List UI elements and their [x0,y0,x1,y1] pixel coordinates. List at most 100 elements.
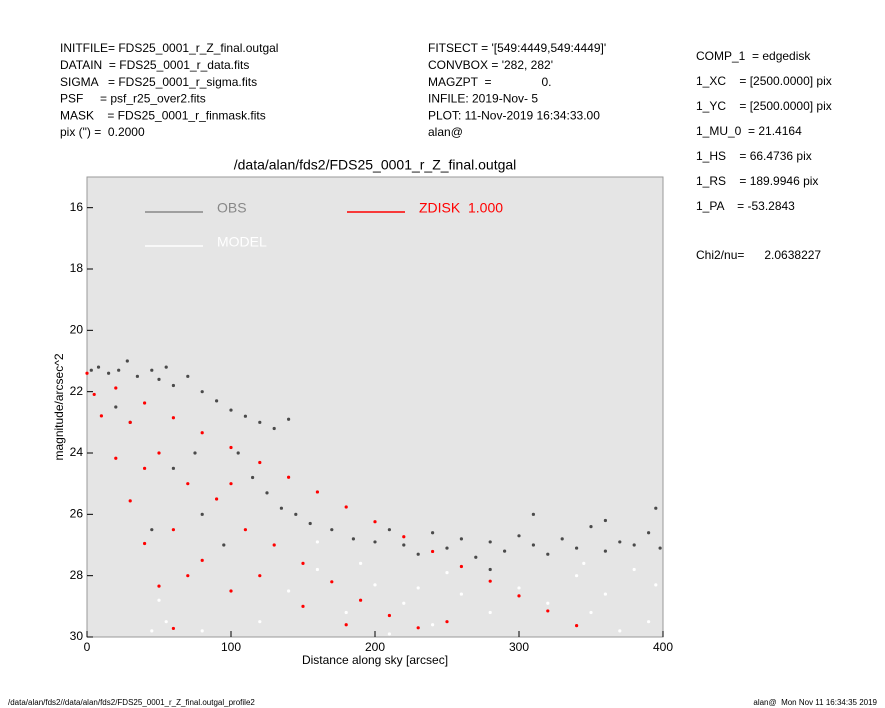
data-point [575,546,579,550]
header-line: alan@ [428,125,463,139]
header-line: MAGZPT = 0. [428,75,551,89]
data-point [143,466,147,470]
parameter: COMP_1 = edgedisk [696,49,811,63]
data-point [171,626,175,631]
parameter: 1_XC = [2500.0000] pix [696,74,832,88]
y-tick-label: 28 [70,568,84,582]
y-axis-label: magnitude/arcsec^2 [52,353,66,460]
data-point [344,505,348,509]
data-point [171,528,175,532]
data-point [503,549,507,553]
parameter: 1_RS = 189.9946 pix [696,174,818,188]
data-point [99,414,103,418]
x-tick-label: 0 [84,640,91,654]
data-point [308,521,312,526]
data-point [618,540,622,544]
x-tick-label: 400 [653,640,673,654]
data-point [632,567,636,572]
y-tick-label: 26 [70,507,84,521]
header-line: SIGMA = FDS25_0001_r_sigma.fits [60,75,257,89]
data-point [107,371,111,375]
data-point [128,420,132,424]
data-point [200,431,204,435]
data-point [236,451,240,455]
data-point [474,555,478,559]
data-point [89,368,93,372]
header-line: PLOT: 11-Nov-2019 16:34:33.00 [428,108,600,122]
data-point [114,456,118,460]
data-point [229,445,233,450]
data-point [125,359,129,363]
y-tick-label: 22 [70,384,84,398]
data-point [258,420,262,424]
header-line: INITFILE= FDS25_0001_r_Z_final.outgal [60,41,278,55]
data-point [279,506,283,510]
data-point [315,490,319,494]
data-point [265,491,269,495]
data-point [654,506,658,510]
y-tick-label: 24 [70,445,84,459]
data-point [531,512,536,516]
data-point [488,540,492,544]
data-point [171,383,175,388]
data-point [387,528,391,532]
data-point [575,574,579,578]
data-point [117,368,121,372]
data-point [272,426,276,431]
x-axis-label: Distance along sky [arcsec] [302,653,448,667]
data-point [575,624,579,628]
data-point [330,580,334,584]
data-point [603,592,608,596]
data-point [373,583,377,587]
data-point [258,574,262,578]
data-point [387,632,391,636]
data-point [301,604,305,608]
data-point [215,497,219,501]
data-point [171,416,175,420]
data-point [157,598,161,602]
data-point [459,564,463,569]
data-point [344,623,348,627]
parameter: 1_YC = [2500.0000] pix [696,99,832,113]
data-point [135,374,139,378]
data-point [272,543,276,547]
x-tick-label: 100 [221,640,241,654]
data-point [301,561,305,566]
data-point [445,546,449,550]
data-point [157,451,161,455]
data-point [258,460,262,465]
data-point [150,368,154,372]
data-point [658,546,662,550]
data-point [222,543,226,547]
data-point [287,589,291,593]
data-point [96,365,101,369]
data-point [229,589,233,593]
data-point [114,386,118,390]
data-point [582,561,586,566]
footer-left: /data/alan/fds2//data/alan/fds2/FDS25_00… [8,698,255,707]
data-point [351,537,355,541]
data-point [416,586,420,590]
data-point [546,552,550,556]
y-tick-label: 30 [70,629,84,643]
data-point [186,374,190,378]
data-point [164,365,168,369]
data-point [402,535,406,539]
data-point [402,601,406,605]
data-point [128,499,132,503]
y-tick-label: 20 [70,323,84,337]
data-point [416,626,420,630]
data-point [186,574,190,578]
data-point [531,543,536,547]
data-point [647,531,651,535]
data-point [359,561,363,566]
data-point [359,598,363,602]
data-point [215,399,219,403]
data-point [330,528,334,532]
data-point [416,552,420,556]
data-point [186,482,190,486]
y-tick-label: 18 [70,261,84,275]
header-line: pix (") = 0.2000 [60,125,145,139]
header-line: FITSECT = '[549:4449,549:4449]' [428,41,606,55]
